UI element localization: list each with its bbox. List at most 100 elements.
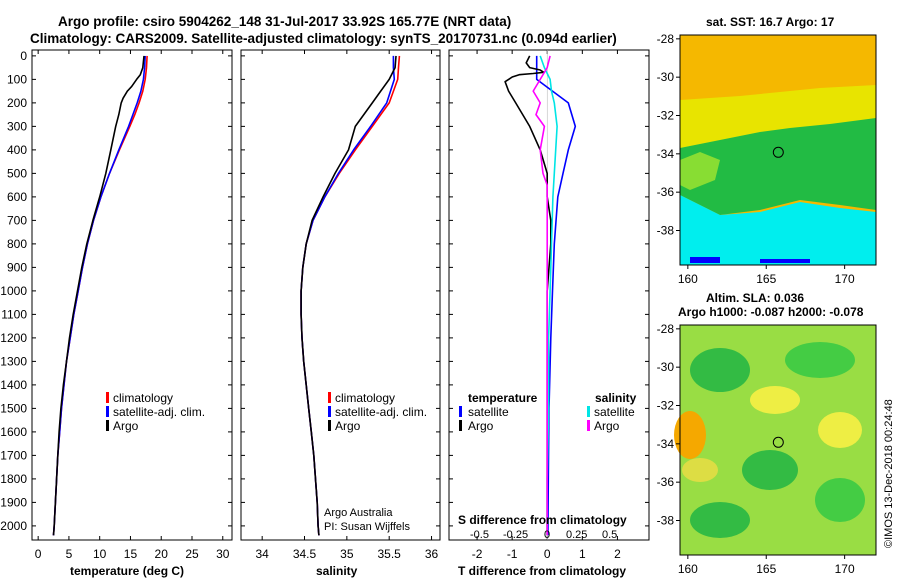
x-tick-label: 34 [255, 547, 269, 561]
sla-green-blob [815, 478, 865, 522]
depth-tick-label: 1600 [0, 425, 27, 439]
legend-t-satellite: satellite [468, 405, 509, 419]
temperature-legend: climatology satellite-adj. clim. Argo [106, 391, 205, 433]
sla-map-title-2: Argo h1000: -0.087 h2000: -0.078 [678, 305, 864, 319]
legend-argo: Argo [113, 419, 139, 433]
x-tick-label: 20 [155, 547, 169, 561]
x-tick-label: 0 [35, 547, 42, 561]
salinity-legend: climatology satellite-adj. clim. Argo [328, 391, 427, 433]
sla-green-blob [742, 450, 798, 490]
s-tick: 0 [544, 529, 550, 541]
temperature-argo-line [52, 55, 145, 536]
x-tick-label: 5 [66, 547, 73, 561]
sst-map-axes: -28 -30 -32 -34 -36 -38 160 165 170 [657, 32, 855, 286]
legend-mark-t-argo [459, 420, 462, 431]
temperature-panel [31, 49, 233, 541]
sst-map [679, 34, 877, 266]
sla-map-axes: -28 -30 -32 -34 -36 -38 160 165 170 [657, 322, 855, 576]
legend-t-argo: Argo [468, 419, 494, 433]
x-axes: 0 5 10 15 20 25 30 34 34.5 35 35.5 36 -2 -1 0 1 2 [35, 50, 621, 561]
x-tick-label: -1 [507, 547, 518, 561]
figure-title-line2: Climatology: CARS2009. Satellite-adjuste… [30, 31, 617, 46]
lat-tick-label: -36 [657, 475, 675, 489]
depth-tick-label: 1400 [0, 378, 27, 392]
depth-tick-label: 2000 [0, 519, 27, 533]
legend-s-argo: Argo [594, 419, 620, 433]
sla-map [674, 324, 877, 556]
x-tick-label: 2 [614, 547, 621, 561]
depth-tick-label: 200 [7, 96, 27, 110]
sla-map-border [679, 324, 877, 556]
x-tick-label: 34.5 [293, 547, 317, 561]
lat-tick-label: -34 [657, 147, 675, 161]
depth-tick-label: 1100 [1, 307, 27, 321]
s-tick: 0.25 [566, 529, 587, 541]
sst-map-title: sat. SST: 16.7 Argo: 17 [706, 15, 835, 29]
x-tick-label: 35 [340, 547, 354, 561]
legend-temperature-head: temperature [468, 391, 538, 405]
salinity-xlabel: salinity [316, 564, 358, 578]
credit-pi: PI: Susan Wijffels [324, 521, 410, 533]
lat-tick-label: -38 [657, 224, 675, 238]
legend-mark-satellite [106, 406, 109, 417]
depth-tick-label: 1500 [0, 401, 27, 415]
temperature-xlabel: temperature (deg C) [70, 564, 184, 578]
lon-tick-label: 170 [835, 272, 855, 286]
x-tick-label: 25 [185, 547, 199, 561]
s-difference-label: S difference from climatology [458, 513, 627, 527]
s-tick: -0.5 [470, 529, 489, 541]
legend-climatology: climatology [335, 391, 395, 405]
legend-mark-s-argo [587, 420, 590, 431]
sla-orange-blob [674, 411, 706, 459]
legend-s-satellite: satellite [594, 405, 635, 419]
sst-map-border [679, 34, 877, 266]
sla-green-blob [690, 502, 750, 538]
x-tick-label: 0 [544, 547, 551, 561]
legend-mark-climatology [106, 392, 109, 403]
legend-climatology: climatology [113, 391, 173, 405]
sla-argo-location-marker [772, 436, 784, 448]
difference-salinity-argo-line [532, 55, 551, 536]
legend-argo: Argo [335, 419, 361, 433]
sst-blue-edge [760, 259, 810, 263]
lat-tick-label: -36 [657, 185, 675, 199]
s-tick: 0.5 [602, 529, 617, 541]
sla-map-title-1: Altim. SLA: 0.036 [706, 291, 804, 305]
lon-tick-label: 165 [756, 562, 776, 576]
lon-tick-label: 170 [835, 562, 855, 576]
sla-green-blob [690, 348, 750, 392]
depth-tick-label: 1200 [0, 331, 27, 345]
difference-salinity-satellite-line [539, 55, 558, 536]
imos-stamp: ©IMOS 13-Dec-2018 00:24:48 [883, 399, 895, 548]
x-tick-label: 1 [579, 547, 586, 561]
sla-yellow-blob [682, 458, 718, 482]
legend-salinity-head: salinity [595, 391, 637, 405]
depth-tick-label: 500 [7, 166, 27, 180]
legend-mark-argo [106, 420, 109, 431]
lat-tick-label: -32 [657, 399, 675, 413]
sst-argo-location-marker [772, 146, 784, 158]
figure-title-line1: Argo profile: csiro 5904262_148 31-Jul-2… [58, 14, 511, 29]
lat-tick-label: -28 [657, 322, 675, 336]
legend-mark-s-satellite [587, 406, 590, 417]
sst-light-green-patch [680, 152, 720, 190]
sla-green-blob [785, 342, 855, 378]
legend-satellite-adj: satellite-adj. clim. [335, 405, 427, 419]
legend-mark-climatology [328, 392, 331, 403]
salinity-panel [240, 49, 441, 541]
difference-xlabel: T difference from climatology [458, 564, 626, 578]
depth-tick-label: 900 [7, 260, 27, 274]
lat-tick-label: -30 [657, 360, 675, 374]
lat-tick-label: -38 [657, 514, 675, 528]
legend-mark-argo [328, 420, 331, 431]
lat-tick-label: -34 [657, 437, 675, 451]
lon-tick-label: 160 [678, 272, 698, 286]
lat-tick-label: -28 [657, 32, 675, 46]
profile-curves [52, 50, 577, 540]
depth-axis: 0 100 200 300 400 500 600 700 800 900 1000 1100 1200… [0, 49, 649, 533]
lon-tick-label: 160 [678, 562, 698, 576]
legend-mark-t-satellite [459, 406, 462, 417]
depth-tick-label: 0 [20, 49, 27, 63]
x-tick-label: -2 [472, 547, 483, 561]
